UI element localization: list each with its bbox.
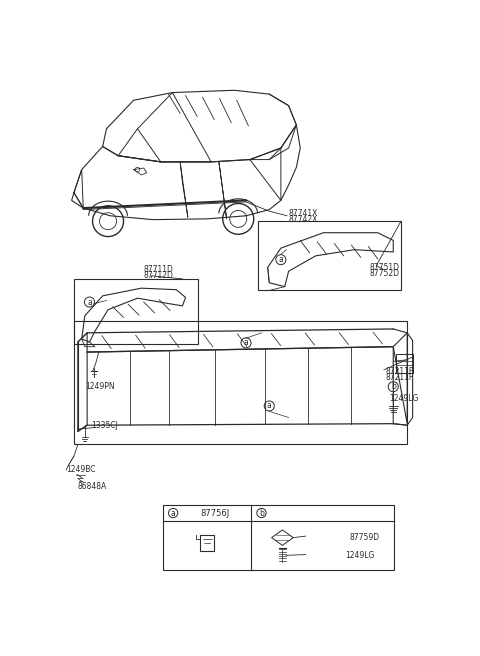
Bar <box>74 321 407 445</box>
Text: 87759D: 87759D <box>349 533 379 542</box>
Text: 87211E: 87211E <box>385 367 414 376</box>
Text: 1335CJ: 1335CJ <box>91 420 118 430</box>
Text: a: a <box>87 298 92 306</box>
Text: a: a <box>278 255 283 264</box>
Text: a: a <box>244 338 248 347</box>
Text: 87751D: 87751D <box>370 263 400 272</box>
Text: 87741X: 87741X <box>288 209 318 218</box>
Text: 87752D: 87752D <box>370 269 400 278</box>
Text: 1249LG: 1249LG <box>389 394 419 403</box>
Text: 87712D: 87712D <box>144 272 174 280</box>
Text: 1249LG: 1249LG <box>345 551 374 560</box>
Bar <box>200 535 214 551</box>
Text: 1249PN: 1249PN <box>85 382 114 391</box>
Text: 87742X: 87742X <box>288 215 318 224</box>
Text: 87711D: 87711D <box>144 265 174 274</box>
Bar <box>163 505 394 570</box>
Text: a: a <box>267 401 272 411</box>
Bar <box>396 354 413 373</box>
Text: a: a <box>171 508 176 518</box>
Text: 87211F: 87211F <box>385 373 414 382</box>
Bar <box>74 279 198 344</box>
Bar <box>258 221 401 291</box>
Text: b: b <box>391 382 396 391</box>
Text: 1249BC: 1249BC <box>66 465 96 474</box>
Text: 87756J: 87756J <box>200 508 229 518</box>
Text: b: b <box>259 508 264 518</box>
Text: 86848A: 86848A <box>77 482 106 491</box>
